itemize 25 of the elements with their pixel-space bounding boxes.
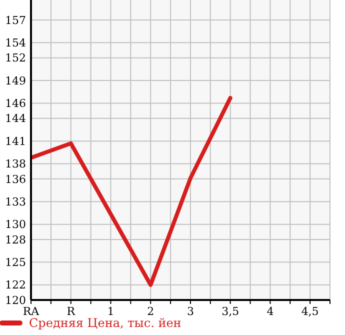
y-tick-label: 154 [5, 36, 26, 50]
y-tick-label: 125 [5, 256, 26, 270]
x-tick-label: 3,5 [222, 305, 240, 318]
y-tick-label: 128 [5, 233, 26, 246]
y-tick-label: 133 [5, 195, 26, 208]
y-tick-label: 130 [5, 218, 26, 232]
y-tick-label: 157 [5, 14, 26, 27]
y-tick-label: 136 [5, 172, 26, 186]
y-tick-label: 120 [5, 294, 26, 307]
y-tick-label: 152 [5, 52, 26, 65]
legend-label: Средняя Цена, тыс. йен [29, 316, 182, 330]
x-tick-label: 4,5 [301, 305, 319, 318]
x-tick-label: 3 [186, 305, 194, 318]
y-tick-label: 144 [5, 112, 26, 126]
line-series [31, 96, 232, 287]
x-tick-label: 1 [107, 305, 114, 318]
x-tick-label: 4 [266, 305, 274, 318]
y-tick-label: 146 [5, 97, 26, 110]
x-tick-label: R [66, 305, 76, 318]
y-tick-label: 149 [5, 74, 26, 88]
x-tick-label: RA [22, 305, 40, 318]
y-tick-label: 141 [5, 134, 26, 148]
y-tick-label: 122 [5, 278, 26, 292]
y-tick-label: 138 [5, 158, 26, 171]
x-tick-label: 2 [147, 305, 154, 318]
